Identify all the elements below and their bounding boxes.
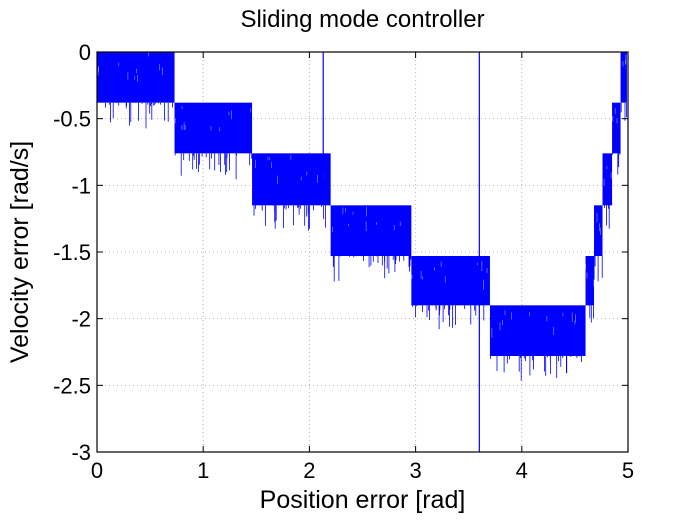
y-axis-label: Velocity error [rad/s] [6,141,34,363]
y-tick-label: -3 [71,440,91,465]
chart-title: Sliding mode controller [240,6,484,33]
y-tick-label: -1.5 [53,240,91,265]
chatter-band [330,205,412,256]
chatter-band [252,153,331,206]
chatter-fringe [604,205,610,229]
chatter-texture [97,52,163,82]
y-tick-label: 0 [79,40,91,65]
x-tick-label: 1 [197,458,209,483]
chatter-texture [491,310,576,338]
chatter-fringe [174,153,253,180]
chatter-band [602,153,613,206]
chatter-texture [174,106,252,132]
x-tick-label: 5 [622,458,634,483]
chatter-texture [596,212,601,235]
chatter-band [97,52,175,103]
chatter-band [594,205,603,256]
chatter-fringe [412,305,485,330]
x-tick-label: 3 [409,458,421,483]
chatter-fringe [593,256,603,282]
x-tick-label: 4 [516,458,528,483]
y-tick-label: -1 [71,173,91,198]
chatter-band [411,256,490,306]
ticks [96,51,629,453]
chatter-texture [622,54,627,67]
x-axis-label: Position error [rad] [260,486,466,514]
chatter-band [585,256,595,306]
chatter-fringe [253,205,326,231]
x-tick-label: 0 [91,458,103,483]
chatter-band [612,102,621,154]
chatter-band [174,102,253,154]
y-tick-label: -2.5 [53,373,91,398]
chatter-band [489,305,586,356]
chatter-fringe [105,102,173,129]
chatter-texture [332,206,401,232]
x-tick-labels: 0 1 2 3 4 5 [91,458,634,483]
y-tick-labels: 0 -0.5 -1 -1.5 -2 -2.5 -3 [53,40,91,465]
chatter-fringe [490,356,582,381]
chatter-texture [411,261,488,290]
series-velocity-error [97,52,627,452]
x-tick-label: 2 [303,458,315,483]
chatter-fringe [587,305,594,323]
y-tick-label: -2 [71,307,91,332]
chatter-fringe [620,102,627,121]
y-tick-label: -0.5 [53,107,91,132]
chatter-band [620,52,627,103]
chatter-fringe [612,153,621,175]
chatter-fringe [332,256,412,282]
chatter-texture [612,108,618,124]
chatter-texture [603,166,612,186]
